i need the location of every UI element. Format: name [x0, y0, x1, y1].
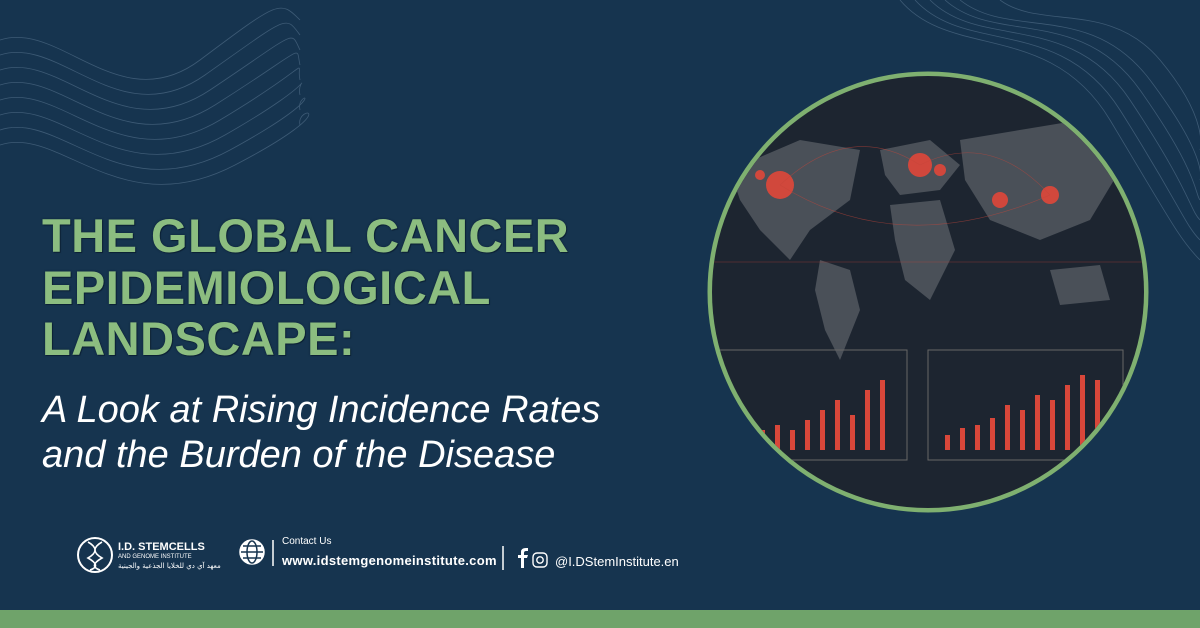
globe-icon — [239, 539, 265, 565]
wave-lines-left — [0, 7, 310, 185]
map-illustration — [712, 76, 1144, 508]
logo-name: I.D. STEMCELLS — [118, 541, 205, 553]
instagram-icon — [532, 552, 548, 568]
subheadline-line: A Look at Rising Incidence Rates — [42, 389, 601, 431]
headline-line: EPIDEMIOLOGICAL — [42, 261, 491, 314]
bottom-bar — [0, 610, 1200, 628]
logo-icon — [77, 537, 113, 573]
logo-arabic: معهد آي دي للخلايا الجذعية والجينية — [118, 562, 221, 570]
wave-lines-right — [899, 0, 1200, 261]
subheadline-line: and the Burden of the Disease — [42, 434, 556, 476]
contact-label: Contact Us — [282, 536, 332, 547]
facebook-icon — [518, 548, 528, 568]
headline-line: THE GLOBAL CANCER — [42, 209, 570, 262]
logo-tagline: AND GENOME INSTITUTE — [118, 554, 192, 560]
headline-line: LANDSCAPE: — [42, 312, 356, 365]
website[interactable]: www.idstemgenomeinstitute.com — [282, 553, 497, 568]
social-handle[interactable]: @I.DStemInstitute.en — [555, 554, 679, 569]
